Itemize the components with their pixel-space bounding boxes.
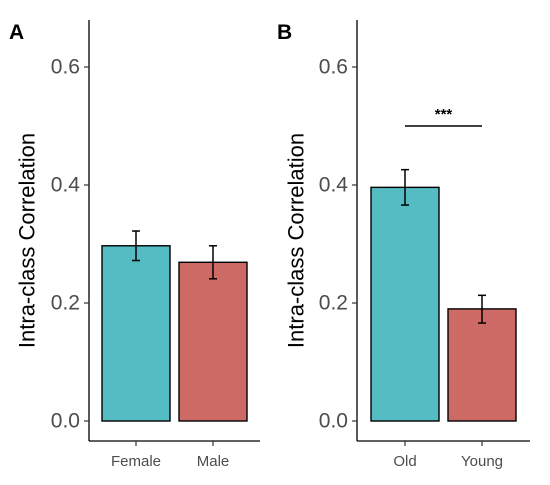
y-tick-label-a: 0.4 [51, 174, 81, 197]
panel-label-b: B [277, 21, 292, 44]
y-axis-title-b: Intra-class Correlation [284, 133, 309, 348]
x-tick-label-male: Male [197, 453, 230, 470]
x-tick-label-old: Old [393, 453, 416, 470]
x-tick-label-female: Female [111, 453, 161, 470]
y-axis-title-a: Intra-class Correlation [15, 133, 40, 348]
bar-old [370, 186, 440, 422]
y-tick-label-b: 0.4 [319, 174, 349, 197]
bar-young [447, 308, 517, 422]
panel-label-a: A [9, 21, 24, 44]
significance-label-b: *** [435, 106, 453, 123]
y-tick-label-a: 0.2 [51, 292, 80, 315]
y-tick-label-b: 0.2 [319, 292, 348, 315]
y-tick-label-a: 0.6 [51, 56, 80, 79]
x-tick-label-young: Young [461, 453, 503, 470]
y-tick-label-a: 0.0 [51, 410, 80, 433]
y-tick-label-b: 0.6 [319, 56, 348, 79]
y-tick-label-b: 0.0 [319, 410, 348, 433]
bar-female [101, 245, 171, 422]
bar-male [178, 261, 248, 422]
